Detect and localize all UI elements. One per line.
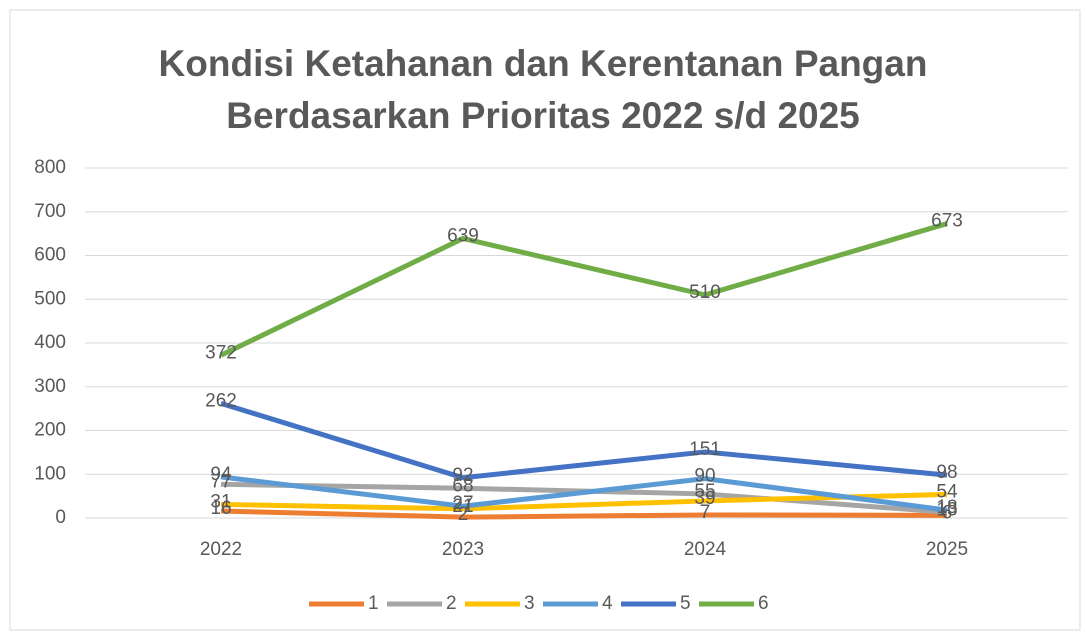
- x-tick-label: 2024: [684, 539, 727, 560]
- legend-label: 5: [680, 593, 691, 614]
- data-label: 13: [936, 499, 957, 520]
- y-tick-label: 500: [34, 288, 66, 309]
- legend-label: 2: [446, 593, 457, 614]
- series-line: [220, 508, 948, 520]
- data-label: 7: [700, 502, 711, 523]
- data-label: 21: [452, 496, 473, 517]
- legend-label: 4: [602, 593, 613, 614]
- data-label: 90: [694, 466, 715, 487]
- data-label: 94: [210, 464, 232, 485]
- data-label: 31: [210, 491, 231, 512]
- data-label: 68: [452, 475, 473, 496]
- data-label: 6: [942, 502, 953, 523]
- x-tick-label: 2025: [926, 539, 968, 560]
- y-tick-label: 600: [34, 245, 66, 266]
- y-tick-label: 200: [34, 420, 66, 441]
- legend-label: 3: [524, 593, 535, 614]
- x-tick-label: 2023: [442, 539, 484, 560]
- data-label: 16: [210, 498, 231, 519]
- y-tick-label: 700: [34, 201, 66, 222]
- data-label: 639: [447, 225, 479, 246]
- data-label: 2: [458, 504, 469, 525]
- data-label: 77: [210, 471, 231, 492]
- y-tick-label: 300: [34, 376, 66, 397]
- data-label: 98: [936, 462, 957, 483]
- chart-border: [9, 9, 1081, 631]
- data-label: 54: [936, 481, 958, 502]
- data-label: 262: [205, 390, 237, 411]
- data-label: 18: [936, 497, 957, 518]
- data-label: 372: [205, 342, 237, 363]
- series-line: [220, 400, 948, 481]
- data-label: 27: [452, 493, 473, 514]
- series-line: [220, 474, 948, 513]
- y-tick-label: 800: [34, 157, 66, 178]
- legend-label: 1: [368, 593, 379, 614]
- data-label: 673: [931, 211, 963, 232]
- y-tick-label: 0: [55, 507, 66, 528]
- legend-label: 6: [758, 593, 769, 614]
- series-line: [220, 491, 948, 512]
- data-label: 92: [452, 465, 473, 486]
- data-label: 510: [689, 282, 721, 303]
- series-line: [219, 221, 948, 358]
- chart-title: Kondisi Ketahanan dan Kerentanan Pangan …: [158, 43, 928, 136]
- data-label: 39: [694, 488, 715, 509]
- y-tick-label: 100: [34, 463, 66, 484]
- data-label: 55: [694, 481, 715, 502]
- x-tick-label: 2022: [200, 539, 242, 560]
- data-label: 151: [689, 439, 721, 460]
- y-tick-label: 400: [34, 332, 66, 353]
